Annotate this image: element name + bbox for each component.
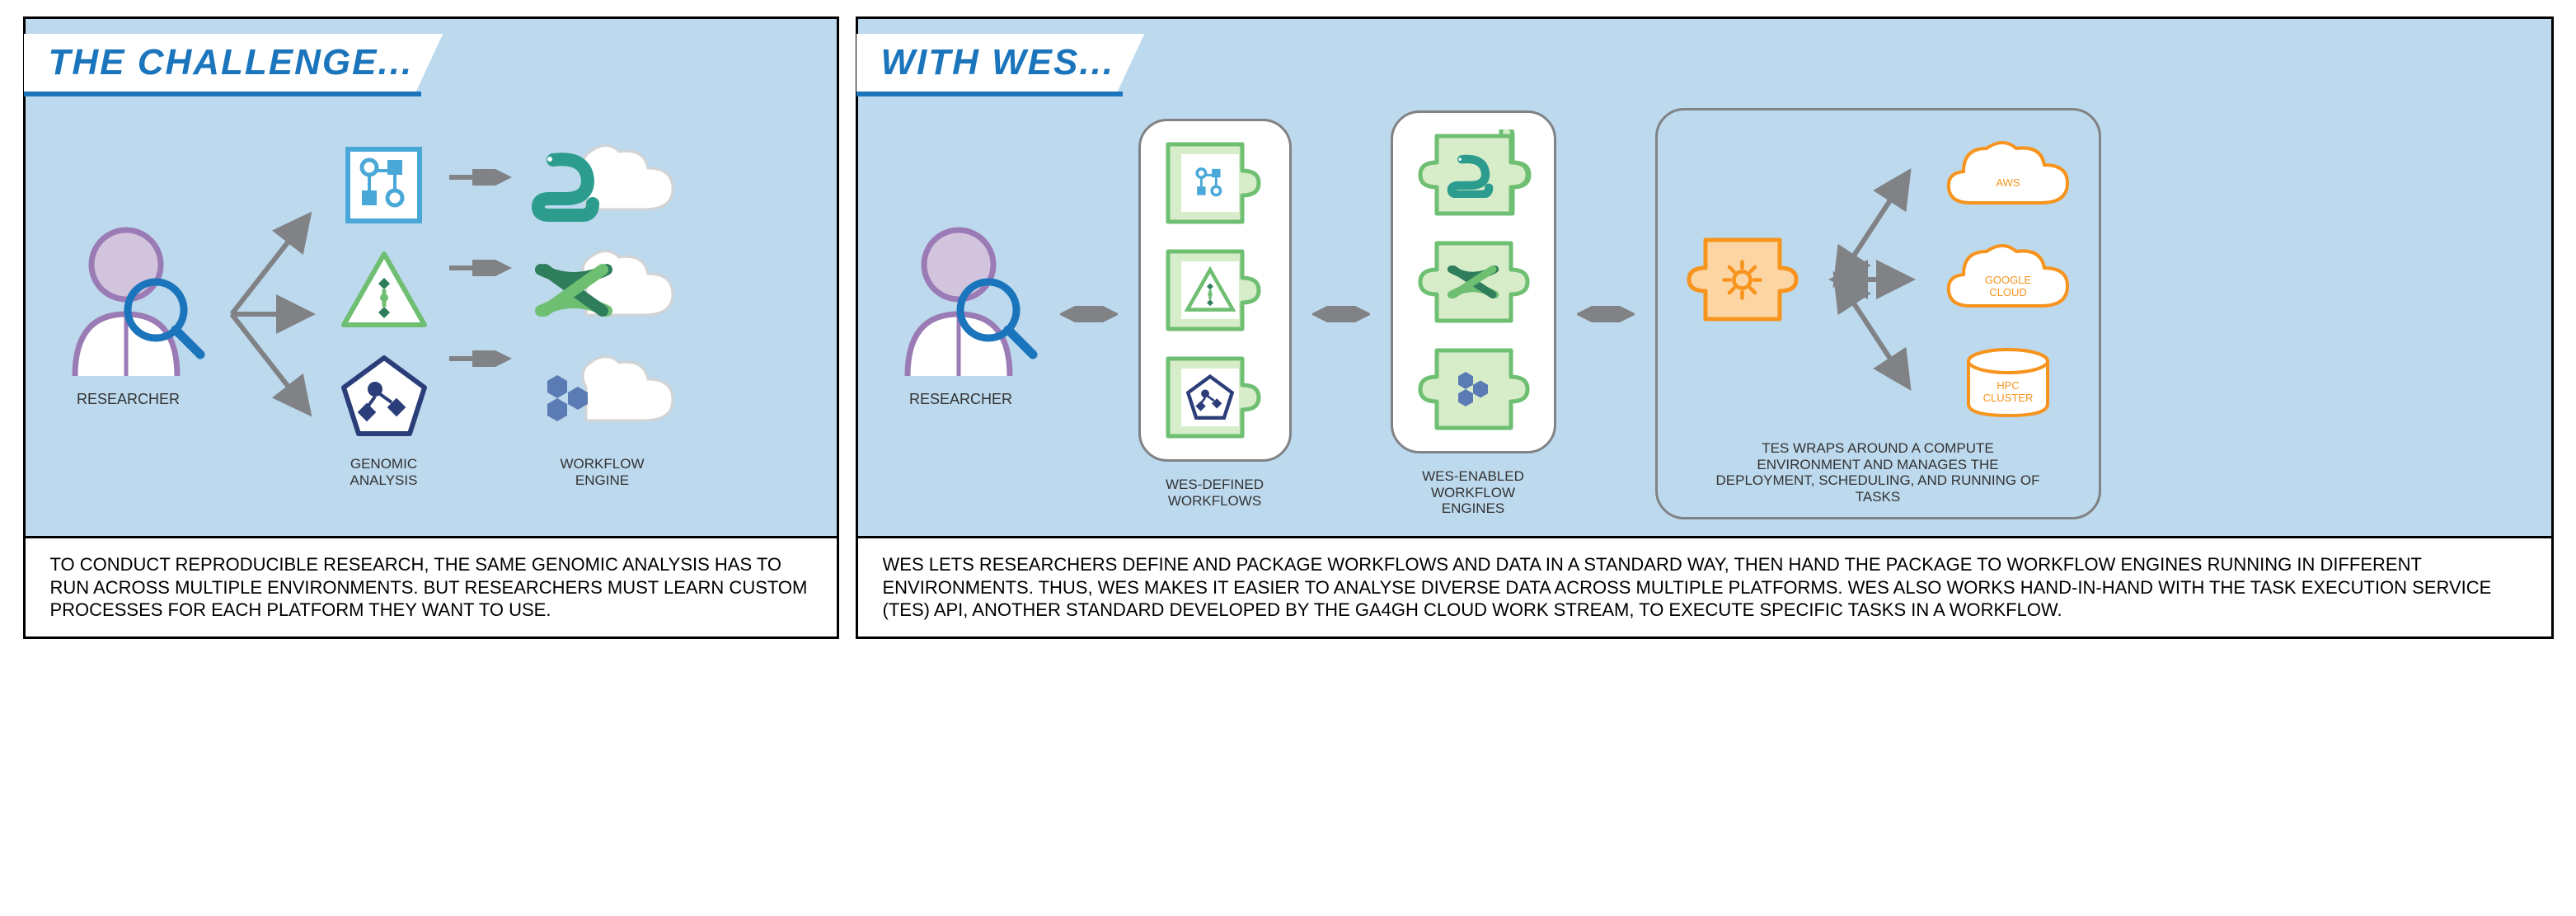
tes-cog-puzzle — [1682, 230, 1802, 329]
wes-workflows-group: WES-DEFINED WORKFLOWS — [1138, 119, 1292, 509]
header-tab: WITH WES... — [856, 34, 1157, 92]
genomic-analysis-column: GENOMIC ANALYSIS — [339, 139, 429, 488]
panel-title: THE CHALLENGE... — [49, 42, 414, 83]
gear-icon — [1720, 257, 1765, 303]
arrow-icon — [446, 260, 512, 276]
arrow-icon — [446, 350, 512, 367]
panel-title: WITH WES... — [881, 42, 1115, 83]
wes-workflows-box — [1138, 119, 1292, 462]
bidirectional-arrow-icon — [1312, 306, 1370, 322]
header-tab: THE CHALLENGE... — [24, 34, 455, 92]
panel-challenge: THE CHALLENGE... RESEARCHER — [23, 16, 839, 639]
engine-puzzle-snake — [1414, 129, 1533, 220]
panel-header: WITH WES... — [858, 19, 2551, 92]
researcher-icon — [883, 219, 1039, 384]
tes-compute-box: AWS GOOGLE CLOUD — [1655, 108, 2101, 519]
tes-caption: TES WRAPS AROUND A COMPUTE ENVIRONMENT A… — [1713, 440, 2043, 505]
tes-fan-arrows-icon — [1827, 131, 1917, 428]
svg-text:HPC: HPC — [1997, 379, 2019, 392]
panel-body: RESEARCHER — [26, 92, 837, 536]
panel-caption: TO CONDUCT REPRODUCIBLE RESEARCH, THE SA… — [26, 536, 837, 637]
panel-header: THE CHALLENGE... — [26, 19, 837, 92]
panel-caption: WES LETS RESEARCHERS DEFINE AND PACKAGE … — [858, 536, 2551, 637]
bidirectional-arrow-icon — [1577, 306, 1635, 322]
workflow-puzzle-triangle — [1161, 245, 1269, 336]
analysis-triangle-icon — [339, 245, 429, 336]
bidirectional-arrow-icon — [1060, 306, 1118, 322]
workflow-puzzle-pentagon — [1161, 352, 1269, 443]
researcher-label: RESEARCHER — [909, 391, 1012, 408]
researcher: RESEARCHER — [50, 219, 207, 408]
engine-puzzle-hex — [1414, 344, 1533, 435]
engine-snake-icon — [528, 139, 677, 230]
svg-text:CLOUD: CLOUD — [1989, 286, 2027, 298]
middle-arrows — [446, 169, 512, 459]
svg-text:AWS: AWS — [1996, 176, 2020, 189]
analysis-square-icon — [339, 139, 429, 230]
wes-engines-group: WES-ENABLED WORKFLOW ENGINES — [1391, 110, 1556, 517]
compute-targets: AWS GOOGLE CLOUD — [1942, 135, 2074, 424]
svg-text:CLUSTER: CLUSTER — [1982, 392, 2033, 404]
fan-arrows-icon — [223, 178, 322, 450]
workflow-engine-column: WORKFLOW ENGINE — [528, 139, 677, 488]
wes-workflows-label: WES-DEFINED WORKFLOWS — [1153, 477, 1277, 509]
engine-hex-icon — [528, 350, 677, 441]
workflow-engine-label: WORKFLOW ENGINE — [553, 456, 652, 488]
wes-engines-label: WES-ENABLED WORKFLOW ENGINES — [1403, 468, 1543, 517]
researcher: RESEARCHER — [883, 219, 1039, 408]
workflow-puzzle-square — [1161, 138, 1269, 228]
cloud-hpc: HPC CLUSTER — [1942, 341, 2074, 424]
panel-wes: WITH WES... RESEARCHER — [856, 16, 2554, 639]
cloud-aws: AWS — [1942, 135, 2074, 218]
analysis-pentagon-icon — [339, 350, 429, 441]
arrow-icon — [446, 169, 512, 186]
panel-body: RESEARCHER — [858, 92, 2551, 536]
svg-text:GOOGLE: GOOGLE — [1984, 274, 2031, 286]
researcher-label: RESEARCHER — [77, 391, 180, 408]
engine-puzzle-x — [1414, 237, 1533, 327]
genomic-analysis-label: GENOMIC ANALYSIS — [339, 456, 429, 488]
cloud-google: GOOGLE CLOUD — [1942, 238, 2074, 321]
researcher-icon — [50, 219, 207, 384]
engine-x-icon — [528, 245, 677, 336]
wes-engines-box — [1391, 110, 1556, 453]
